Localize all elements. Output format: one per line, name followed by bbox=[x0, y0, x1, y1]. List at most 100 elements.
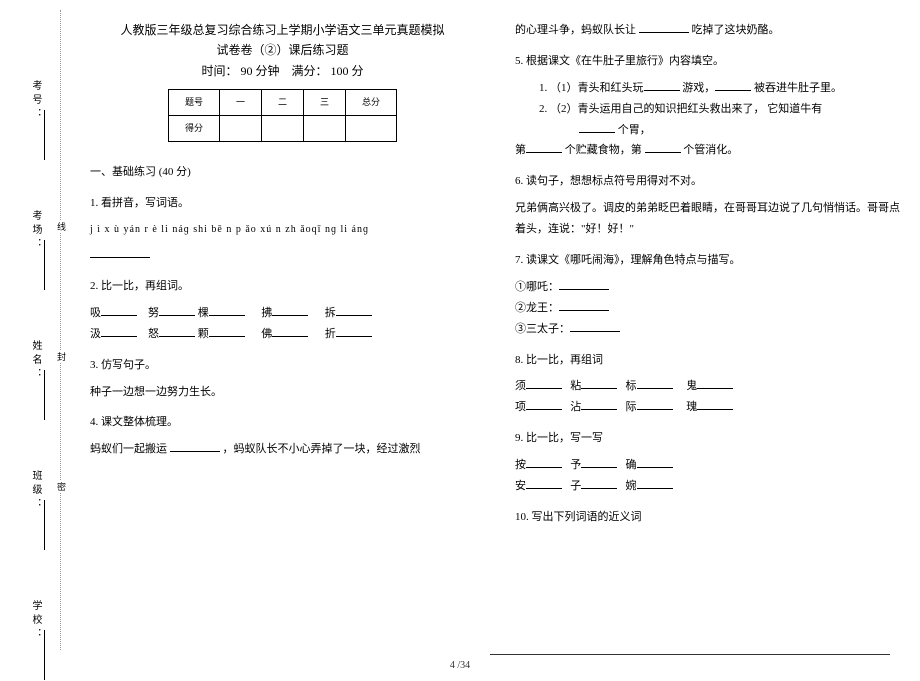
char: 确 bbox=[626, 459, 637, 471]
char: 瑰 bbox=[686, 401, 697, 413]
text: 个管消化。 bbox=[683, 144, 738, 156]
full-label: 满分： bbox=[292, 64, 328, 78]
q-text: 根据课文《在牛肚子里旅行》内容填空。 bbox=[526, 55, 724, 67]
question-5: 5. 根据课文《在牛肚子里旅行》内容填空。 bbox=[515, 51, 900, 72]
binding-label-name: 姓名： bbox=[28, 340, 43, 382]
char: 吸 bbox=[90, 307, 101, 319]
q-num: 2. bbox=[90, 280, 98, 292]
char: 沾 bbox=[570, 401, 581, 413]
text: 个贮藏食物，第 bbox=[565, 144, 645, 156]
role-label: ②龙王： bbox=[515, 302, 559, 314]
role-label: ①哪吒： bbox=[515, 281, 559, 293]
score-table: 题号 一 二 三 总分 得分 bbox=[168, 89, 397, 142]
td-score-label: 得分 bbox=[168, 116, 219, 142]
q-num: 8. bbox=[515, 354, 523, 366]
q4-line-2: 的心理斗争，蚂蚁队长让 吃掉了这块奶酪。 bbox=[515, 20, 900, 41]
role-label: ③三太子： bbox=[515, 323, 570, 335]
q-text: 看拼音，写词语。 bbox=[101, 197, 189, 209]
exam-title: 人教版三年级总复习综合练习上学期小学语文三单元真题模拟 试卷卷（②）课后练习题 … bbox=[90, 20, 475, 81]
seal-label-seal: 封 bbox=[55, 350, 68, 363]
question-10: 10. 写出下列词语的近义词 bbox=[515, 507, 900, 528]
char: 安 bbox=[515, 480, 526, 492]
char: 怒 bbox=[148, 328, 159, 340]
q-num: 4. bbox=[90, 416, 98, 428]
char: 粘 bbox=[570, 380, 581, 392]
text: ，蚂蚁队长不小心弄掉了一块，经过激烈 bbox=[223, 443, 421, 455]
td-blank bbox=[304, 116, 346, 142]
time-value: 90 分钟 bbox=[240, 64, 279, 78]
char: 佛 bbox=[261, 328, 272, 340]
binding-label-room: 考场： bbox=[28, 210, 43, 252]
char: 标 bbox=[626, 380, 637, 392]
char: 折 bbox=[325, 328, 336, 340]
q-num: 6. bbox=[515, 175, 523, 187]
q-num: 10. bbox=[515, 511, 529, 523]
sub-num: 1. bbox=[539, 82, 550, 94]
char: 须 bbox=[515, 380, 526, 392]
q9-line-1: 按 予 确 bbox=[515, 455, 900, 476]
q-text: 仿写句子。 bbox=[101, 359, 156, 371]
char: 拆 bbox=[325, 307, 336, 319]
page-number: 4 /34 bbox=[0, 660, 920, 671]
q2-line-2: 汲 怒 颗 佛 折 bbox=[90, 324, 475, 345]
title-line-1: 人教版三年级总复习综合练习上学期小学语文三单元真题模拟 bbox=[90, 20, 475, 40]
char: 按 bbox=[515, 459, 526, 471]
binding-underline bbox=[44, 240, 45, 290]
th-2: 二 bbox=[261, 90, 303, 116]
q8-line-1: 须 粘 标 鬼 bbox=[515, 376, 900, 397]
char: 拂 bbox=[261, 307, 272, 319]
right-column: 的心理斗争，蚂蚁队长让 吃掉了这块奶酪。 5. 根据课文《在牛肚子里旅行》内容填… bbox=[515, 20, 900, 534]
q9-line-2: 安 子 婉 bbox=[515, 476, 900, 497]
sub-num: 2. bbox=[539, 103, 550, 115]
text: 蚂蚁们一起搬运 bbox=[90, 443, 170, 455]
binding-label-class: 班级： bbox=[28, 470, 43, 512]
q-text: 读句子，想想标点符号用得对不对。 bbox=[526, 175, 702, 187]
q-text: 比一比，写一写 bbox=[526, 432, 603, 444]
q-num: 7. bbox=[515, 254, 523, 266]
time-full-line: 时间： 90 分钟 满分： 100 分 bbox=[90, 61, 475, 81]
td-blank bbox=[261, 116, 303, 142]
question-2: 2. 比一比，再组词。 bbox=[90, 276, 475, 297]
table-row: 得分 bbox=[168, 116, 396, 142]
q-num: 1. bbox=[90, 197, 98, 209]
q8-line-2: 项 沾 际 瑰 bbox=[515, 397, 900, 418]
q4-line-1: 蚂蚁们一起搬运 ，蚂蚁队长不小心弄掉了一块，经过激烈 bbox=[90, 439, 475, 460]
char: 颗 bbox=[198, 328, 209, 340]
th-num: 题号 bbox=[168, 90, 219, 116]
binding-margin: 考号： 考场： 姓名： 班级： 学校： 线 封 密 bbox=[0, 0, 80, 681]
q-num: 5. bbox=[515, 55, 523, 67]
text: （2）青头运用自己的知识把红头救出来了， 它知道牛有 bbox=[550, 103, 822, 115]
q5-item-1: 1. （1）青头和红头玩 游戏， 被吞进牛肚子里。 bbox=[515, 78, 900, 99]
binding-underline bbox=[44, 500, 45, 550]
question-6: 6. 读句子，想想标点符号用得对不对。 bbox=[515, 171, 900, 192]
binding-dotted-line bbox=[60, 10, 61, 650]
question-9: 9. 比一比，写一写 bbox=[515, 428, 900, 449]
char: 鬼 bbox=[686, 380, 697, 392]
question-3: 3. 仿写句子。 bbox=[90, 355, 475, 376]
question-7: 7. 读课文《哪吒闹海》，理解角色特点与描写。 bbox=[515, 250, 900, 271]
q5-item-2: 2. （2）青头运用自己的知识把红头救出来了， 它知道牛有 个胃， bbox=[515, 99, 900, 141]
footer-divider bbox=[490, 654, 890, 655]
th-3: 三 bbox=[304, 90, 346, 116]
char: 努 bbox=[148, 307, 159, 319]
td-blank bbox=[346, 116, 397, 142]
binding-underline bbox=[44, 370, 45, 420]
title-line-2: 试卷卷（②）课后练习题 bbox=[90, 40, 475, 60]
question-1: 1. 看拼音，写词语。 bbox=[90, 193, 475, 214]
binding-label-exam-id: 考号： bbox=[28, 80, 43, 122]
answer-underline bbox=[90, 245, 475, 266]
q-num: 3. bbox=[90, 359, 98, 371]
q7-role-2: ②龙王： bbox=[515, 298, 900, 319]
binding-label-school: 学校： bbox=[28, 600, 43, 642]
seal-label-line: 线 bbox=[55, 220, 68, 233]
text: 的心理斗争，蚂蚁队长让 bbox=[515, 24, 639, 36]
text: 个胃， bbox=[618, 124, 651, 136]
q-text: 读课文《哪吒闹海》，理解角色特点与描写。 bbox=[526, 254, 741, 266]
char: 棵 bbox=[198, 307, 209, 319]
question-4: 4. 课文整体梳理。 bbox=[90, 412, 475, 433]
text: 游戏， bbox=[682, 82, 715, 94]
text: （1）青头和红头玩 bbox=[550, 82, 644, 94]
char: 予 bbox=[570, 459, 581, 471]
char: 婉 bbox=[626, 480, 637, 492]
page-content: 人教版三年级总复习综合练习上学期小学语文三单元真题模拟 试卷卷（②）课后练习题 … bbox=[90, 20, 900, 534]
